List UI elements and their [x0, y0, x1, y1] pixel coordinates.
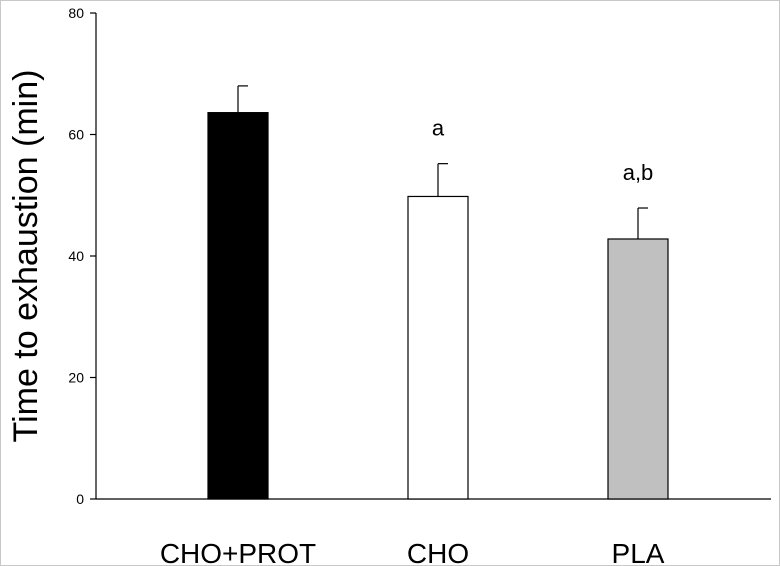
- y-axis-label: Time to exhaustion (min): [7, 70, 45, 443]
- bar-pla: [607, 238, 669, 500]
- y-tick-label: 20: [68, 370, 84, 386]
- y-tick-label: 0: [76, 491, 84, 507]
- x-category-label: CHO: [407, 538, 469, 565]
- significance-label: a,b: [623, 160, 654, 185]
- y-tick-label: 80: [68, 5, 84, 21]
- x-category-label: PLA: [612, 538, 665, 565]
- significance-label: a: [432, 116, 445, 141]
- plot-area: 0 20 40 60 80 CHO+PROT a CHO a,b PLA: [68, 5, 771, 565]
- bar-cho-prot: [207, 112, 269, 500]
- x-category-label: CHO+PROT: [160, 538, 316, 565]
- bar-cho: [407, 195, 469, 500]
- y-tick-label: 60: [68, 127, 84, 143]
- y-tick-label: 40: [68, 248, 84, 264]
